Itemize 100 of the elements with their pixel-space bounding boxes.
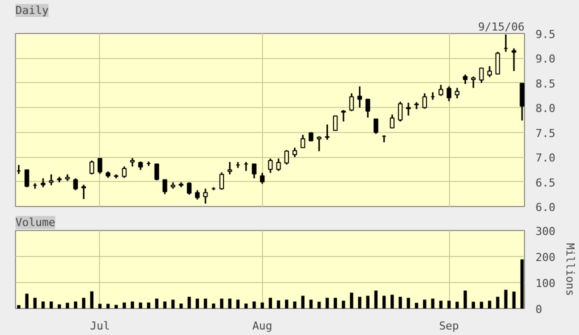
y-tick-label: 8.5 [536, 77, 556, 90]
candlestick [341, 109, 346, 122]
candlestick [219, 172, 224, 190]
bar [204, 298, 208, 308]
y-tick-label: 7.5 [536, 126, 556, 140]
chart-title: Daily [16, 4, 49, 17]
annotation: 9/15/06 [478, 20, 524, 34]
bar [163, 301, 166, 308]
bar [90, 291, 94, 308]
bar [382, 296, 386, 308]
candlestick [357, 86, 362, 108]
bar [260, 302, 264, 308]
candlestick [333, 116, 338, 131]
chart-title: Volume [16, 216, 56, 229]
candlestick [260, 172, 265, 185]
bar [342, 300, 346, 308]
bar [268, 298, 272, 308]
y-tick-label: 9.5 [536, 28, 556, 41]
candlestick [446, 86, 452, 102]
bar [147, 302, 150, 308]
bar [74, 301, 78, 308]
y-axis-title: Millions [563, 243, 576, 296]
bar [488, 300, 492, 308]
candlestick [520, 82, 524, 122]
bar [480, 302, 484, 308]
candlestick [276, 158, 281, 172]
candlestick [438, 84, 444, 97]
y-tick-label: 0 [536, 303, 542, 316]
bar [212, 304, 216, 308]
x-tick-label: Sep [439, 320, 459, 332]
candlestick [154, 162, 160, 182]
y-tick-label: 6.5 [536, 176, 556, 190]
candlestick [324, 124, 330, 141]
candlestick [316, 136, 322, 152]
bar [171, 300, 175, 308]
candlestick [454, 87, 460, 99]
candlestick [284, 149, 289, 166]
bar [41, 301, 45, 308]
candlestick [89, 160, 94, 176]
candlestick [98, 157, 102, 175]
bar [309, 300, 313, 308]
candlestick [195, 189, 200, 200]
candlestick [390, 114, 395, 129]
bar [398, 296, 402, 308]
bar [236, 300, 240, 308]
bar [155, 298, 158, 308]
bar [496, 296, 500, 308]
candlestick [24, 169, 30, 188]
y-tick-label: 8.0 [536, 102, 556, 116]
bar [58, 304, 61, 308]
y-tick-label: 9.0 [536, 52, 556, 66]
y-tick-label: 200 [536, 251, 556, 264]
candlestick [495, 51, 500, 75]
bar [138, 302, 142, 308]
candlestick [122, 166, 127, 179]
candlestick [365, 98, 370, 118]
y-tick-label: 300 [536, 225, 556, 238]
bar [220, 298, 224, 308]
y-tick-label: 7.0 [536, 152, 556, 165]
bar [196, 298, 199, 308]
bar [301, 296, 304, 308]
bar [293, 301, 296, 308]
bar [431, 298, 434, 308]
candlestick [487, 65, 492, 78]
candlestick [462, 74, 468, 85]
candlestick [479, 66, 484, 84]
bar [374, 290, 378, 308]
candlestick [73, 178, 78, 191]
candlestick [349, 92, 354, 112]
bar [455, 302, 459, 308]
bar [334, 298, 337, 308]
candlestick [398, 100, 403, 122]
candlestick [186, 182, 192, 196]
bar [188, 296, 191, 308]
bar [179, 304, 183, 308]
candlestick [422, 92, 427, 110]
bar [17, 305, 20, 308]
bar [512, 292, 516, 308]
candlestick [292, 146, 298, 158]
bar [252, 301, 256, 308]
candlestick [162, 178, 168, 195]
bar [504, 290, 508, 308]
candlestick [300, 134, 306, 148]
bar [317, 302, 321, 308]
bar [390, 294, 394, 308]
bar [439, 300, 443, 308]
bar [25, 294, 28, 308]
bar [358, 296, 362, 308]
bar [472, 302, 475, 308]
candlestick [471, 76, 476, 89]
y-tick-label: 6.0 [536, 201, 556, 214]
bar [50, 301, 53, 308]
bar [326, 298, 329, 308]
bar [406, 298, 410, 308]
bar [366, 296, 370, 308]
y-tick-label: 100 [536, 277, 556, 290]
x-tick-label: Aug [252, 320, 272, 332]
bar [285, 300, 288, 308]
candlestick [252, 162, 256, 180]
candlestick [81, 184, 86, 200]
